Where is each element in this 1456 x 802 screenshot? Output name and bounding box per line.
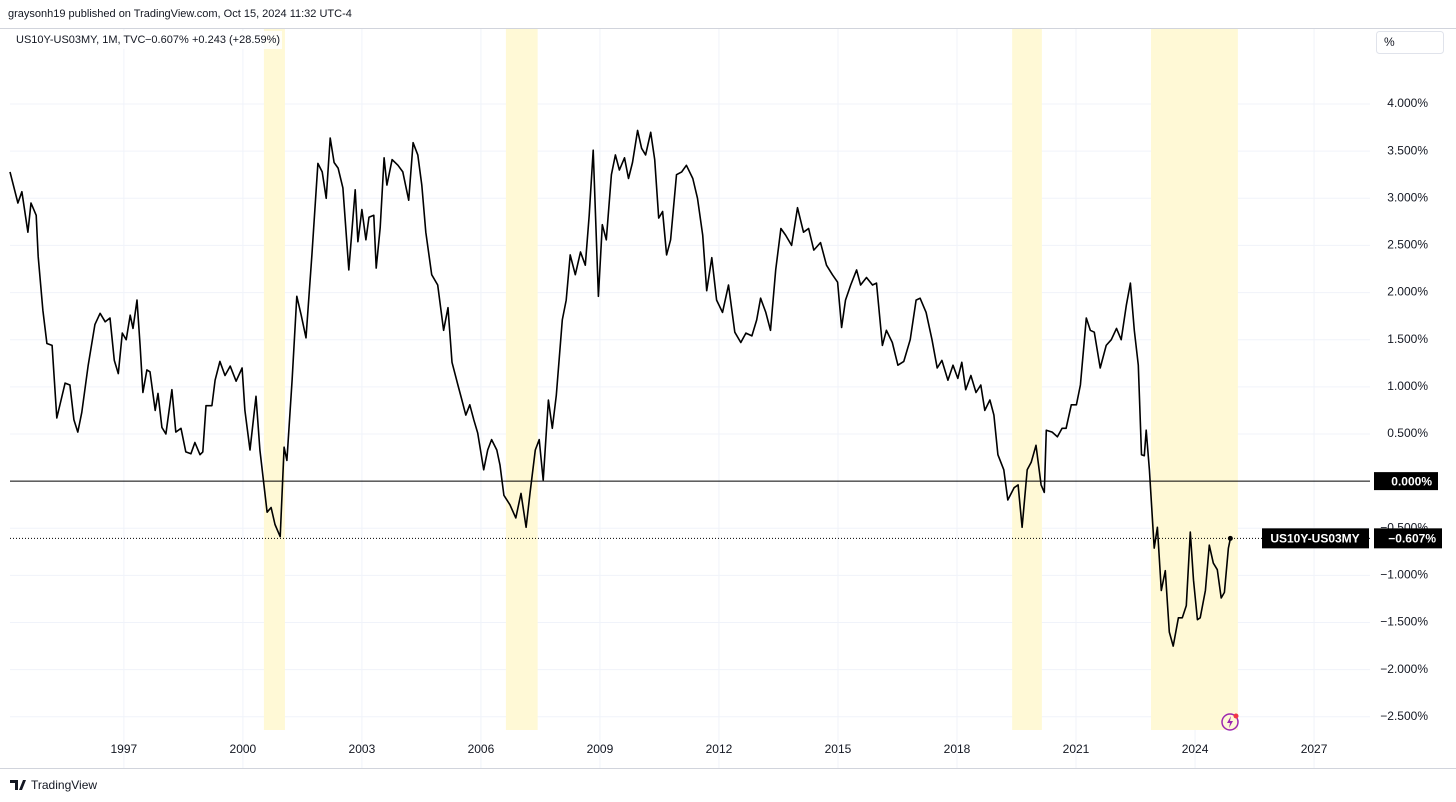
x-tick-label: 2018	[944, 742, 971, 756]
zero-label: 0.000%	[1391, 474, 1432, 488]
series-name-bg	[1262, 528, 1369, 549]
last-point	[1227, 535, 1233, 541]
y-tick-label: 1.000%	[1387, 379, 1428, 393]
series-line	[9, 129, 1232, 647]
y-tick-label: 2.000%	[1387, 285, 1428, 299]
lightning-icon[interactable]	[1221, 713, 1239, 731]
price-label-bg	[1374, 528, 1442, 549]
x-tick-label: 2021	[1063, 742, 1090, 756]
x-tick-label: 2006	[468, 742, 495, 756]
y-tick-label: −1.000%	[1380, 568, 1428, 582]
highlight-band	[1151, 29, 1238, 730]
y-tick-label: 2.500%	[1387, 238, 1428, 252]
x-tick-label: 1997	[111, 742, 138, 756]
x-tick-label: 2027	[1301, 742, 1328, 756]
legend-change: +0.243 (+28.59%)	[192, 34, 280, 46]
y-tick-label: 3.500%	[1387, 143, 1428, 157]
x-tick-label: 2009	[587, 742, 614, 756]
legend-title: US10Y-US03MY, 1M, TVC	[16, 34, 145, 46]
footer-logo	[10, 780, 26, 790]
highlight-band	[505, 29, 538, 730]
y-tick-label: −2.500%	[1380, 709, 1428, 723]
y-tick-label: 0.500%	[1387, 426, 1428, 440]
x-tick-label: 2012	[706, 742, 733, 756]
series-name-label: US10Y-US03MY	[1270, 532, 1359, 546]
x-tick-label: 2000	[230, 742, 257, 756]
y-tick-label: 4.000%	[1387, 96, 1428, 110]
price-label: −0.607%	[1388, 532, 1436, 546]
y-tick-label: 1.500%	[1387, 332, 1428, 346]
highlights	[263, 29, 1238, 730]
highlight-band	[263, 29, 285, 730]
y-tick-label: −2.000%	[1380, 662, 1428, 676]
plot	[9, 129, 1370, 647]
x-tick-label: 2015	[825, 742, 852, 756]
legend-value: −0.607%	[145, 34, 189, 46]
zero-label-bg	[1374, 472, 1438, 491]
x-tick-label: 2003	[349, 742, 376, 756]
publisher: graysonh19 published on TradingView.com,…	[8, 8, 352, 20]
highlight-band	[1012, 29, 1042, 730]
y-tick-label: −1.500%	[1380, 615, 1428, 629]
unit-button-label[interactable]: %	[1384, 35, 1395, 49]
y-tick-label: 3.000%	[1387, 190, 1428, 204]
x-tick-label: 2024	[1182, 742, 1209, 756]
footer-brand: TradingView	[31, 778, 97, 792]
unit-button[interactable]	[1376, 31, 1444, 54]
legend-bg	[12, 31, 282, 49]
